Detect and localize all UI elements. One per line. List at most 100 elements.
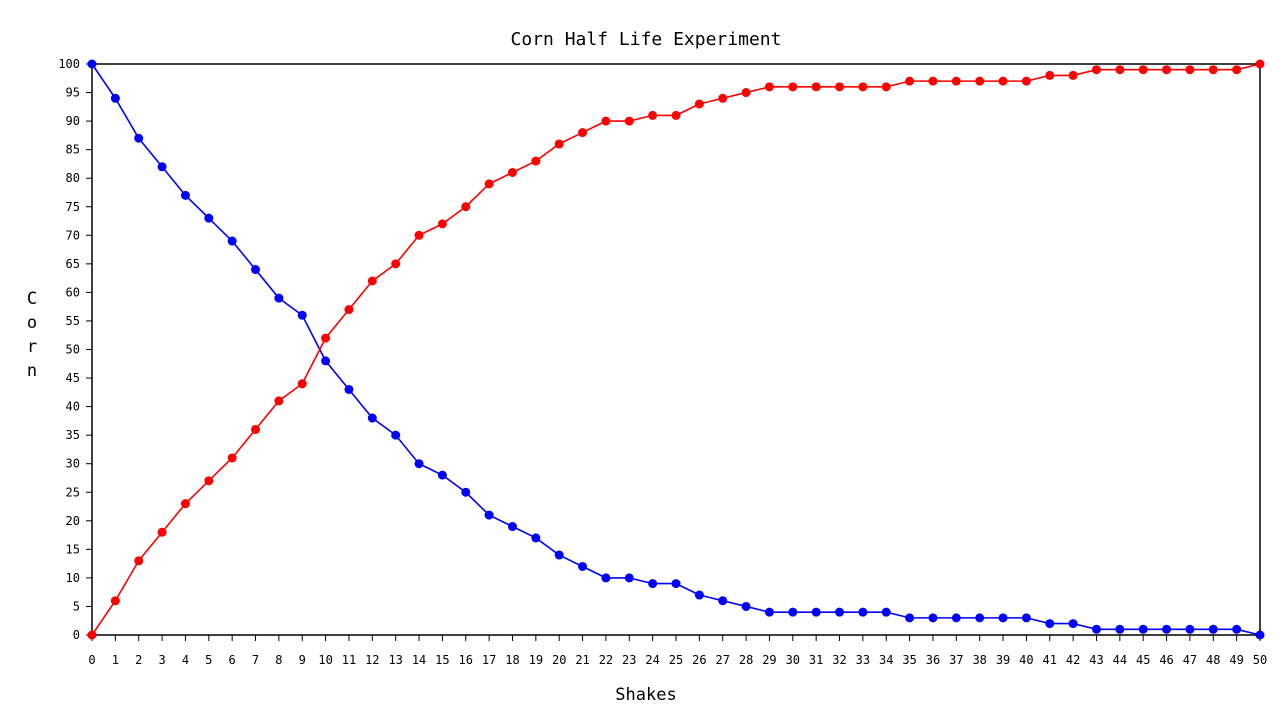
series-line bbox=[91, 63, 1261, 636]
data-point bbox=[134, 556, 144, 566]
x-tick-label: 26 bbox=[692, 653, 706, 667]
data-point bbox=[1185, 624, 1195, 634]
data-point bbox=[998, 613, 1008, 623]
data-point bbox=[367, 413, 377, 423]
y-tick-label: 90 bbox=[66, 114, 80, 128]
data-point bbox=[204, 476, 214, 486]
y-tick-label: 75 bbox=[66, 200, 80, 214]
y-tick-label: 100 bbox=[58, 57, 80, 71]
data-point bbox=[110, 93, 120, 103]
data-point bbox=[788, 607, 798, 617]
data-point bbox=[437, 219, 447, 229]
data-point bbox=[694, 590, 704, 600]
data-point bbox=[1162, 65, 1172, 75]
x-tick-label: 21 bbox=[575, 653, 589, 667]
x-tick-label: 25 bbox=[669, 653, 683, 667]
x-tick-label: 20 bbox=[552, 653, 566, 667]
x-tick-label: 11 bbox=[342, 653, 356, 667]
y-tick-label: 25 bbox=[66, 485, 80, 499]
series-1 bbox=[87, 59, 1265, 640]
x-tick-label: 30 bbox=[786, 653, 800, 667]
data-point bbox=[1091, 65, 1101, 75]
x-tick-label: 36 bbox=[926, 653, 940, 667]
data-point bbox=[975, 613, 985, 623]
x-tick-label: 28 bbox=[739, 653, 753, 667]
x-tick-label: 15 bbox=[435, 653, 449, 667]
data-point bbox=[811, 82, 821, 92]
data-point bbox=[1021, 613, 1031, 623]
data-point bbox=[87, 630, 97, 640]
data-point bbox=[227, 236, 237, 246]
x-tick-label: 23 bbox=[622, 653, 636, 667]
data-point bbox=[1208, 65, 1218, 75]
data-point bbox=[858, 607, 868, 617]
data-point bbox=[928, 613, 938, 623]
x-tick-label: 14 bbox=[412, 653, 426, 667]
data-point bbox=[1255, 630, 1265, 640]
x-tick-label: 38 bbox=[972, 653, 986, 667]
data-point bbox=[1162, 624, 1172, 634]
x-tick-label: 10 bbox=[318, 653, 332, 667]
data-point bbox=[835, 82, 845, 92]
x-tick-label: 46 bbox=[1159, 653, 1173, 667]
x-tick-label: 32 bbox=[832, 653, 846, 667]
y-tick-label: 85 bbox=[66, 143, 80, 157]
chart-title: Corn Half Life Experiment bbox=[511, 29, 782, 50]
x-tick-label: 9 bbox=[299, 653, 306, 667]
data-point bbox=[321, 356, 331, 366]
x-tick-label: 37 bbox=[949, 653, 963, 667]
x-tick-label: 47 bbox=[1183, 653, 1197, 667]
x-tick-label: 6 bbox=[229, 653, 236, 667]
x-tick-label: 19 bbox=[529, 653, 543, 667]
data-point bbox=[741, 88, 751, 98]
data-point bbox=[835, 607, 845, 617]
data-point bbox=[554, 550, 564, 560]
x-tick-label: 0 bbox=[88, 653, 95, 667]
data-point bbox=[157, 162, 167, 172]
y-tick-label: 80 bbox=[66, 171, 80, 185]
x-tick-label: 41 bbox=[1043, 653, 1057, 667]
data-point bbox=[484, 179, 494, 189]
x-tick-label: 43 bbox=[1089, 653, 1103, 667]
data-point bbox=[648, 110, 658, 120]
y-tick-label: 40 bbox=[66, 400, 80, 414]
data-point bbox=[1138, 65, 1148, 75]
data-point bbox=[484, 510, 494, 520]
data-point bbox=[1021, 76, 1031, 86]
x-tick-label: 8 bbox=[275, 653, 282, 667]
data-point bbox=[718, 93, 728, 103]
data-point bbox=[414, 230, 424, 240]
data-point bbox=[274, 293, 284, 303]
x-axis: 0 1 2 3 4 5 6 7 8 9 10 11 12 13 14 15 16 17 18 19 20 21 22 23 24… bbox=[88, 635, 1267, 667]
data-point bbox=[671, 110, 681, 120]
x-tick-label: 40 bbox=[1019, 653, 1033, 667]
x-tick-label: 3 bbox=[158, 653, 165, 667]
x-tick-label: 16 bbox=[459, 653, 473, 667]
series-2 bbox=[87, 59, 1265, 640]
data-point bbox=[1045, 619, 1055, 629]
x-tick-label: 13 bbox=[388, 653, 402, 667]
data-point bbox=[1138, 624, 1148, 634]
data-point bbox=[648, 579, 658, 589]
data-point bbox=[764, 82, 774, 92]
data-point bbox=[507, 522, 517, 532]
data-point bbox=[391, 430, 401, 440]
plot-frame bbox=[91, 63, 1261, 636]
data-point bbox=[1208, 624, 1218, 634]
data-point bbox=[344, 305, 354, 315]
data-point bbox=[180, 190, 190, 200]
data-point bbox=[157, 527, 167, 537]
x-tick-label: 2 bbox=[135, 653, 142, 667]
data-point bbox=[718, 596, 728, 606]
x-tick-label: 48 bbox=[1206, 653, 1220, 667]
x-tick-label: 35 bbox=[902, 653, 916, 667]
x-tick-label: 39 bbox=[996, 653, 1010, 667]
y-tick-label: 30 bbox=[66, 457, 80, 471]
x-tick-label: 18 bbox=[505, 653, 519, 667]
data-point bbox=[134, 133, 144, 143]
data-point bbox=[811, 607, 821, 617]
y-tick-label: 0 bbox=[73, 628, 80, 642]
y-axis: 0 5 10 15 20 25 30 35 40 45 50 55 60 65 70 75 80 85 90 95 10… bbox=[58, 57, 92, 642]
x-tick-label: 12 bbox=[365, 653, 379, 667]
